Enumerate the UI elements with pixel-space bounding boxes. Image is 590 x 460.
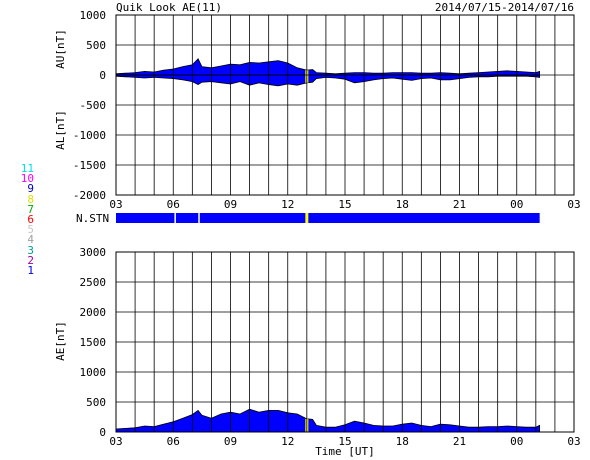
upper-ytick-label: 0 xyxy=(99,69,106,82)
lower-xtick-label: 00 xyxy=(510,435,523,448)
legend-item: 8 xyxy=(27,192,34,206)
lower-xtick-label: 12 xyxy=(281,435,294,448)
legend-item: 6 xyxy=(27,212,34,226)
upper-ytick-label: -1500 xyxy=(73,159,106,172)
upper-ytick-label: -1000 xyxy=(73,129,106,142)
lower-ytick-label: 2500 xyxy=(80,276,107,289)
au-axis-label: AU[nT] xyxy=(54,29,67,69)
al-axis-label: AL[nT] xyxy=(54,110,67,150)
lower-xtick-label: 21 xyxy=(453,435,466,448)
station-strip-label: N.STN xyxy=(76,212,109,225)
lower-xtick-label: 18 xyxy=(396,435,409,448)
upper-xtick-label: 03 xyxy=(109,198,122,211)
upper-xtick-label: 09 xyxy=(224,198,237,211)
station-number-legend: 11 10 9 8 7 6 5 4 3 2 1 xyxy=(20,162,34,277)
legend-item: 11 xyxy=(20,162,34,175)
station-strip-highlight xyxy=(305,213,309,223)
chart-title: Quik Look AE(11) xyxy=(116,1,222,14)
lower-ytick-label: 1000 xyxy=(80,366,107,379)
legend-item: 1 xyxy=(27,263,34,277)
upper-xtick-label: 15 xyxy=(338,198,351,211)
ae-axis-label: AE[nT] xyxy=(54,321,67,361)
lower-xtick-label: 03 xyxy=(567,435,580,448)
lower-xtick-label: 03 xyxy=(109,435,122,448)
lower-ytick-label: 500 xyxy=(86,396,106,409)
legend-item: 3 xyxy=(27,243,34,257)
upper-ytick-label: -2000 xyxy=(73,189,106,202)
station-strip-gap xyxy=(198,213,200,223)
lower-ytick-label: 2000 xyxy=(80,306,107,319)
lower-ytick-label: 0 xyxy=(99,426,106,439)
station-strip-gap xyxy=(174,213,176,223)
lower-ytick-label: 3000 xyxy=(80,246,107,259)
legend-item: 9 xyxy=(27,182,34,196)
upper-xtick-label: 03 xyxy=(567,198,580,211)
upper-xtick-label: 00 xyxy=(510,198,523,211)
lower-frame xyxy=(115,251,575,433)
legend-item: 2 xyxy=(27,253,34,267)
upper-xtick-label: 12 xyxy=(281,198,294,211)
upper-series-1-area xyxy=(115,58,540,76)
date-range: 2014/07/15-2014/07/16 xyxy=(435,1,574,14)
upper-frame xyxy=(115,14,575,196)
lower-xtick-label: 06 xyxy=(167,435,180,448)
upper-xtick-label: 18 xyxy=(396,198,409,211)
upper-ytick-label: 1000 xyxy=(80,9,107,22)
upper-ytick-label: -500 xyxy=(80,99,107,112)
legend-item: 10 xyxy=(20,172,34,186)
x-axis-label: Time [UT] xyxy=(315,445,375,458)
upper-xtick-label: 06 xyxy=(167,198,180,211)
station-strip xyxy=(116,213,540,223)
legend-item: 7 xyxy=(27,202,34,216)
legend-item: 5 xyxy=(27,223,34,237)
upper-ytick-label: 500 xyxy=(86,39,106,52)
legend-item: 4 xyxy=(27,233,34,247)
lower-xtick-label: 15 xyxy=(338,435,351,448)
station-strip-bar xyxy=(116,213,540,223)
upper-xtick-label: 21 xyxy=(453,198,466,211)
lower-series-1-area xyxy=(115,408,540,433)
lower-xtick-label: 09 xyxy=(224,435,237,448)
lower-ytick-label: 1500 xyxy=(80,336,107,349)
upper-series-2-area xyxy=(115,74,540,87)
